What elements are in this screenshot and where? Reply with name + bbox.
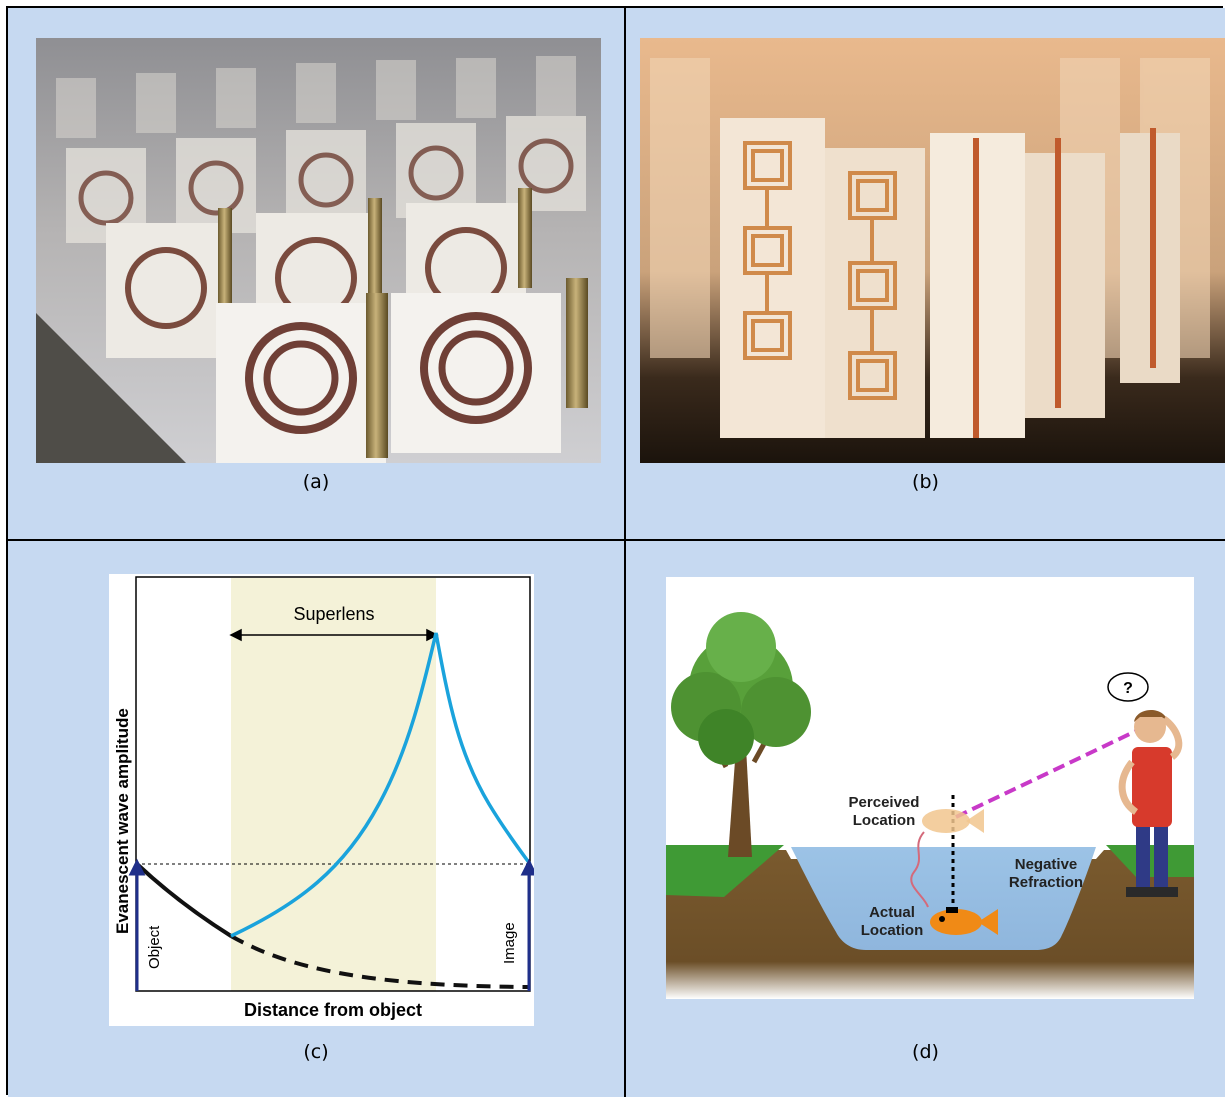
caption-c: (c): [303, 1041, 329, 1063]
superlens-band: [231, 578, 436, 991]
question-mark: ?: [1123, 680, 1133, 697]
panel-c: Superlens Object Image Evanescent wave a…: [8, 541, 626, 1097]
perceived-label-1: Perceived: [849, 794, 920, 811]
perceived-fish: [922, 809, 984, 833]
thought-bubble: ?: [1107, 672, 1149, 702]
superlens-arrow: [229, 628, 439, 642]
panel-b: (b): [626, 8, 1225, 541]
person: [1118, 709, 1183, 897]
superlens-label: Superlens: [293, 604, 374, 624]
decaying-wave-dashed: [230, 934, 531, 989]
superlens-diagram: Superlens Object Image Evanescent wave a…: [109, 574, 534, 1026]
negative-label-2: Refraction: [1009, 874, 1083, 891]
caption-b: (b): [912, 471, 939, 493]
plot-frame: [135, 576, 531, 992]
decaying-wave-solid: [135, 862, 233, 938]
pond-water: [791, 847, 1096, 950]
tree: [671, 612, 811, 857]
caption-a: (a): [302, 471, 330, 493]
object-arrow: [128, 858, 146, 991]
object-label: Object: [146, 925, 163, 969]
negative-label-1: Negative: [1015, 856, 1078, 873]
metamaterial-array-photo: [640, 38, 1225, 463]
perceived-label-2: Location: [853, 812, 916, 829]
figure-grid: (a): [6, 6, 1225, 1097]
wavy-line: [910, 831, 929, 908]
x-axis-label: Distance from object: [244, 1000, 422, 1020]
negative-refraction-illustration: ? Perceived Location Negative Refraction…: [666, 577, 1194, 999]
amplified-wave: [230, 632, 532, 938]
panel-a: (a): [8, 8, 626, 541]
image-label: Image: [501, 922, 518, 964]
grass-left: [666, 845, 784, 897]
split-ring-resonator-photo: [36, 38, 601, 463]
actual-fish: [930, 907, 998, 935]
image-arrow: [520, 858, 534, 991]
y-axis-label: Evanescent wave amplitude: [113, 708, 132, 934]
caption-d: (d): [912, 1041, 939, 1063]
sight-line: [955, 729, 1137, 819]
actual-label-2: Location: [861, 922, 924, 939]
actual-label-1: Actual: [869, 904, 915, 921]
panel-d: ? Perceived Location Negative Refraction…: [626, 541, 1225, 1097]
